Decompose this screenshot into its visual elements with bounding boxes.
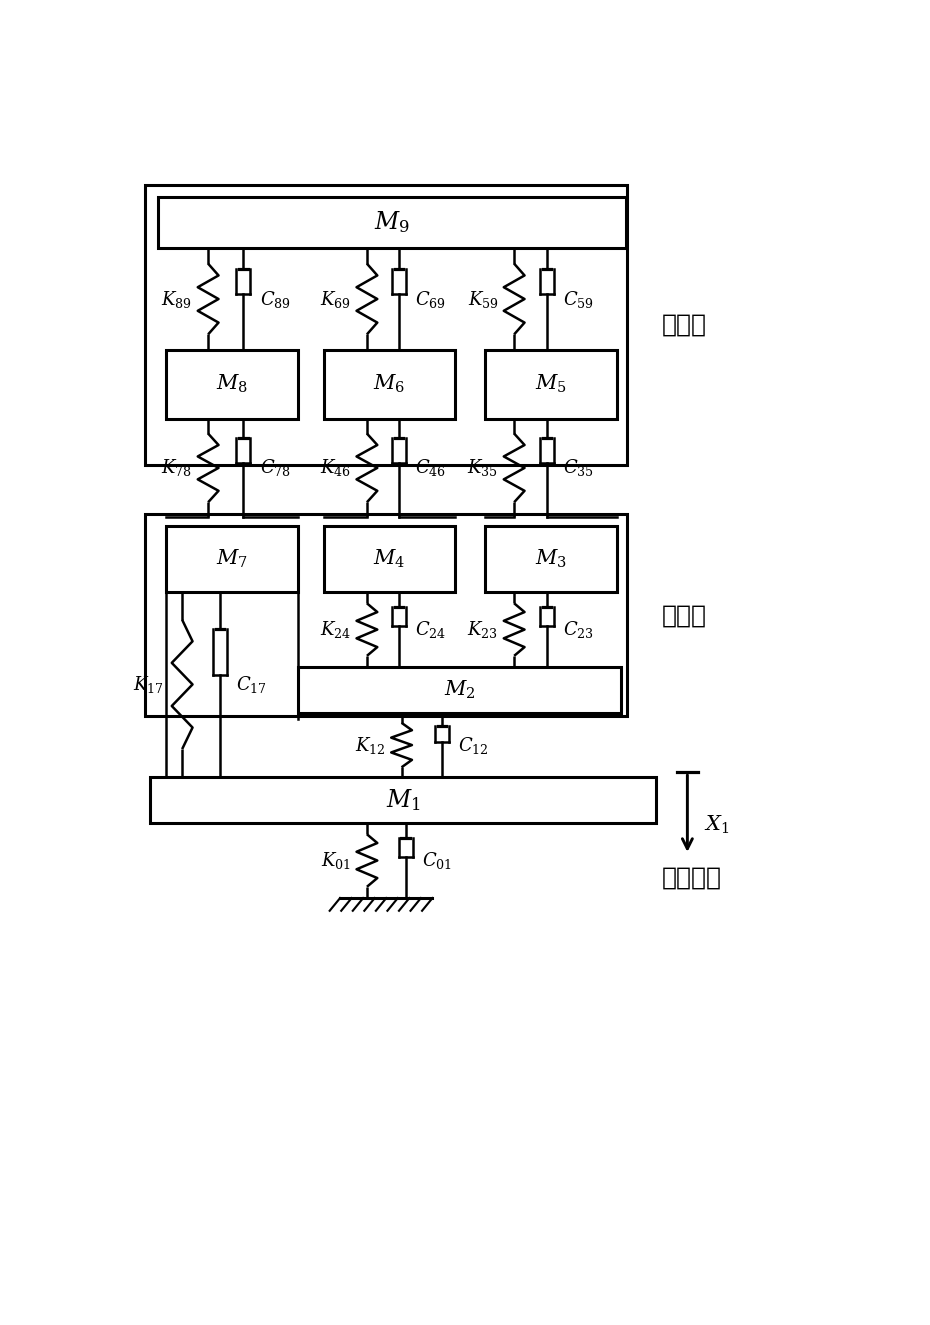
Text: $M_3$: $M_3$ [535,547,567,570]
Text: $M_6$: $M_6$ [373,374,405,395]
Bar [158,196,626,249]
Text: $K_{24}$: $K_{24}$ [320,619,351,640]
Bar [485,526,617,592]
Text: 被动件: 被动件 [661,603,707,627]
Bar [145,186,627,465]
Text: $K_{59}$: $K_{59}$ [468,289,498,310]
Text: $C_{78}$: $C_{78}$ [259,457,290,478]
Text: $C_{89}$: $C_{89}$ [259,289,290,310]
Text: $C_{23}$: $C_{23}$ [564,619,594,640]
Text: $M_9$: $M_9$ [374,209,410,236]
Text: $M_4$: $M_4$ [373,547,405,570]
Text: $M_7$: $M_7$ [216,547,247,570]
Text: $C_{17}$: $C_{17}$ [236,674,267,694]
Text: $M_1$: $M_1$ [386,787,420,812]
Text: $M_8$: $M_8$ [216,374,247,395]
Bar [298,666,621,713]
Text: $K_{01}$: $K_{01}$ [321,851,351,871]
Text: 目标响应: 目标响应 [661,865,722,890]
Text: $K_{23}$: $K_{23}$ [467,619,498,640]
Text: $M_2$: $M_2$ [444,678,475,701]
Text: $K_{69}$: $K_{69}$ [320,289,351,310]
Text: $K_{17}$: $K_{17}$ [133,674,164,694]
Text: $C_{12}$: $C_{12}$ [458,734,489,755]
Text: $C_{69}$: $C_{69}$ [416,289,446,310]
Text: $C_{59}$: $C_{59}$ [564,289,593,310]
Bar [485,350,617,419]
Text: $K_{12}$: $K_{12}$ [354,734,385,755]
Bar [151,776,656,823]
Text: $X_1$: $X_1$ [703,814,729,836]
Bar [145,514,627,717]
Text: $K_{78}$: $K_{78}$ [161,457,192,478]
Text: $C_{35}$: $C_{35}$ [564,457,594,478]
Bar [324,350,456,419]
Bar [166,350,298,419]
Bar [166,526,298,592]
Bar [324,526,456,592]
Text: $K_{89}$: $K_{89}$ [161,289,192,310]
Text: $C_{46}$: $C_{46}$ [416,457,446,478]
Text: 主动件: 主动件 [661,313,707,337]
Text: $C_{24}$: $C_{24}$ [416,619,446,640]
Text: $C_{01}$: $C_{01}$ [422,851,452,871]
Text: $K_{46}$: $K_{46}$ [320,457,351,478]
Text: $K_{35}$: $K_{35}$ [467,457,498,478]
Text: $M_5$: $M_5$ [535,374,567,395]
